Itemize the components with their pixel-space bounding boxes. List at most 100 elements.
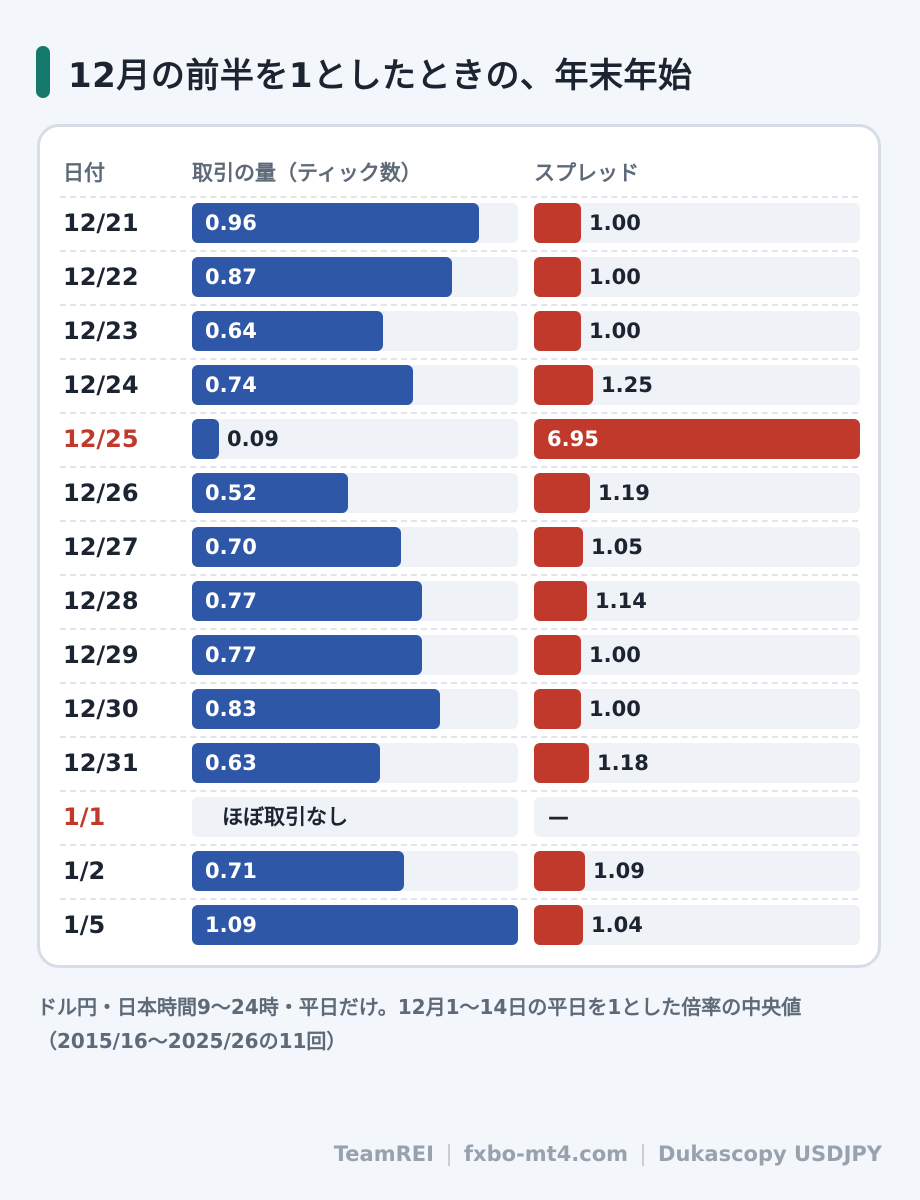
volume-value-label: 0.77 <box>205 643 257 667</box>
date-label: 12/21 <box>63 209 139 237</box>
row-separator <box>60 736 858 738</box>
volume-value-label: 0.77 <box>205 589 257 613</box>
volume-bar <box>192 257 452 297</box>
table-row: 12/23 0.64 1.00 <box>40 304 878 358</box>
header-spread: スプレッド <box>534 161 639 185</box>
volume-track: 0.74 <box>192 365 518 405</box>
spread-value-label: 1.09 <box>593 859 645 883</box>
row-separator <box>60 196 858 198</box>
volume-track: 0.77 <box>192 635 518 675</box>
spread-track: 1.00 <box>534 257 860 297</box>
spread-value-label: 6.95 <box>547 427 599 451</box>
table-row: 12/28 0.77 1.14 <box>40 574 878 628</box>
volume-value-label: 0.70 <box>205 535 257 559</box>
spread-track: 1.00 <box>534 203 860 243</box>
table-row: 12/24 0.74 1.25 <box>40 358 878 412</box>
spread-bar <box>534 905 583 945</box>
spread-value-label: 1.18 <box>597 751 649 775</box>
volume-value-label: 0.64 <box>205 319 257 343</box>
row-separator <box>60 412 858 414</box>
volume-bar <box>192 365 413 405</box>
volume-track: ほぼ取引なし <box>192 797 518 837</box>
date-label: 12/22 <box>63 263 139 291</box>
volume-bar <box>192 203 479 243</box>
volume-value-label: 0.96 <box>205 211 257 235</box>
volume-track: 0.09 <box>192 419 518 459</box>
spread-track: 1.25 <box>534 365 860 405</box>
spread-bar <box>534 257 581 297</box>
table-row: 1/2 0.71 1.09 <box>40 844 878 898</box>
volume-bar <box>192 473 348 513</box>
table-row: 1/5 1.09 1.04 <box>40 898 878 952</box>
volume-bar <box>192 635 422 675</box>
spread-bar <box>534 365 593 405</box>
row-separator <box>60 682 858 684</box>
credit-source: Dukascopy USDJPY <box>658 1142 882 1166</box>
volume-track: 0.63 <box>192 743 518 783</box>
row-separator <box>60 844 858 846</box>
volume-track: 1.09 <box>192 905 518 945</box>
page-title: 12月の前半を1としたときの、年末年始 <box>68 55 693 96</box>
volume-bar <box>192 311 383 351</box>
spread-track: 1.00 <box>534 311 860 351</box>
title-block: 12月の前半を1としたときの、年末年始 <box>36 42 890 102</box>
table-row: 12/25 0.09 6.95 <box>40 412 878 466</box>
volume-bar <box>192 851 404 891</box>
spread-bar <box>534 473 590 513</box>
table-row: 12/31 0.63 1.18 <box>40 736 878 790</box>
spread-track: 1.05 <box>534 527 860 567</box>
row-separator <box>60 304 858 306</box>
date-label: 12/23 <box>63 317 139 345</box>
spread-value-label: 1.00 <box>589 319 641 343</box>
row-separator <box>60 250 858 252</box>
credits: TeamREI fxbo-mt4.com Dukascopy USDJPY <box>334 1142 882 1166</box>
spread-track: 1.09 <box>534 851 860 891</box>
volume-bar <box>192 743 380 783</box>
credit-site: fxbo-mt4.com <box>463 1142 629 1166</box>
spread-bar <box>534 851 585 891</box>
spread-value-label: 1.00 <box>589 643 641 667</box>
header-volume: 取引の量（ティック数） <box>192 161 422 185</box>
row-separator <box>60 466 858 468</box>
spread-bar <box>534 419 860 459</box>
spread-missing-note: — <box>548 805 569 829</box>
table-row: 12/21 0.96 1.00 <box>40 196 878 250</box>
date-label: 1/2 <box>63 857 106 885</box>
row-separator <box>60 520 858 522</box>
spread-value-label: 1.25 <box>601 373 653 397</box>
row-separator <box>60 628 858 630</box>
spread-bar <box>534 689 581 729</box>
spread-value-label: 1.05 <box>591 535 643 559</box>
spread-track: 1.19 <box>534 473 860 513</box>
table-row: 12/30 0.83 1.00 <box>40 682 878 736</box>
volume-value-label: 0.83 <box>205 697 257 721</box>
spread-bar <box>534 743 589 783</box>
volume-value-label: 0.74 <box>205 373 257 397</box>
row-separator <box>60 358 858 360</box>
title-accent-bar <box>36 46 50 98</box>
volume-track: 0.71 <box>192 851 518 891</box>
spread-value-label: 1.00 <box>589 697 641 721</box>
volume-track: 0.64 <box>192 311 518 351</box>
spread-track: 1.00 <box>534 635 860 675</box>
table-row: 12/27 0.70 1.05 <box>40 520 878 574</box>
table-row: 1/1 ほぼ取引なし — <box>40 790 878 844</box>
spread-value-label: 1.19 <box>598 481 650 505</box>
volume-value-label: 0.52 <box>205 481 257 505</box>
spread-track: 1.00 <box>534 689 860 729</box>
volume-value-label: 0.71 <box>205 859 257 883</box>
spread-value-label: 1.00 <box>589 265 641 289</box>
date-label: 1/5 <box>63 911 106 939</box>
table-row: 12/22 0.87 1.00 <box>40 250 878 304</box>
volume-bar <box>192 419 219 459</box>
volume-track: 0.83 <box>192 689 518 729</box>
credit-team: TeamREI <box>333 1142 434 1166</box>
spread-bar <box>534 635 581 675</box>
spread-value-label: 1.04 <box>591 913 643 937</box>
volume-value-label: 0.63 <box>205 751 257 775</box>
date-label: 12/24 <box>63 371 139 399</box>
spread-track: 6.95 <box>534 419 860 459</box>
row-separator <box>60 790 858 792</box>
header-date: 日付 <box>63 161 105 185</box>
spread-value-label: 1.14 <box>595 589 647 613</box>
